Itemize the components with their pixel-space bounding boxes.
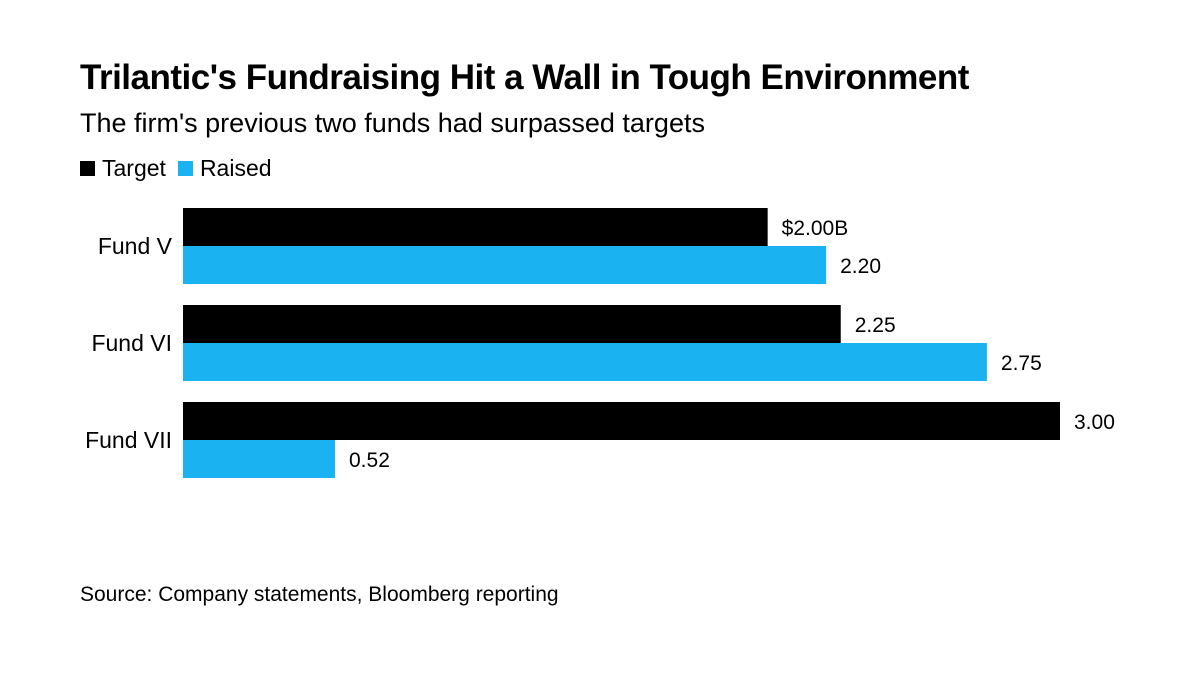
category-label: Fund VI	[91, 330, 172, 356]
bar-target	[183, 402, 1060, 440]
category-label: Fund VII	[85, 427, 172, 453]
legend: Target Raised	[80, 155, 284, 182]
data-label: 2.20	[840, 255, 881, 278]
bar-target	[183, 305, 841, 343]
data-label: 2.25	[855, 314, 896, 337]
data-label: $2.00B	[782, 217, 849, 240]
legend-swatch-raised	[177, 161, 193, 176]
chart-title: Trilantic's Fundraising Hit a Wall in To…	[80, 58, 969, 97]
source-note: Source: Company statements, Bloomberg re…	[80, 583, 559, 606]
bar-raised	[183, 246, 827, 284]
category-label: Fund V	[98, 233, 173, 259]
legend-label-raised: Raised	[199, 155, 272, 181]
legend-swatch-target	[80, 161, 95, 176]
data-label: 2.75	[1001, 352, 1042, 375]
legend-item-target: Target	[80, 155, 166, 182]
bar-chart: Fund V $2.00B 2.20 Fund VI 2.25 2.75 Fund VII 3…	[85, 208, 1115, 478]
bar-raised	[183, 440, 336, 478]
legend-item-raised: Raised	[177, 155, 272, 182]
data-label: 3.00	[1074, 411, 1115, 434]
chart-subtitle: The firm's previous two funds had surpas…	[80, 108, 705, 138]
data-label: 0.52	[349, 449, 390, 472]
bar-target	[183, 208, 768, 246]
legend-label-target: Target	[102, 155, 166, 181]
bar-raised	[183, 343, 987, 381]
